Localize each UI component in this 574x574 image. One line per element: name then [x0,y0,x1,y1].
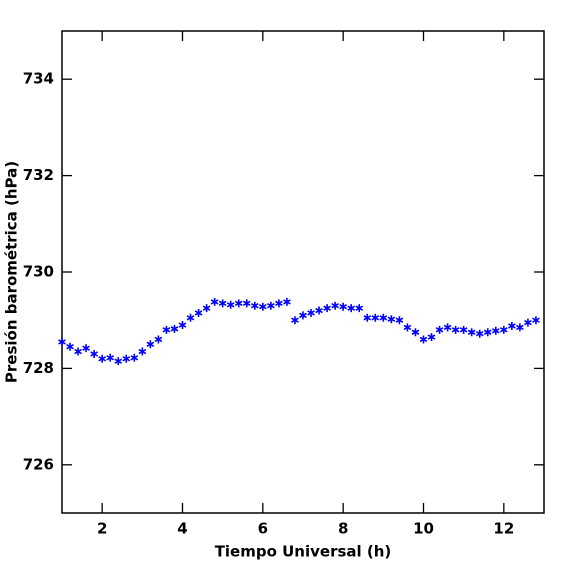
x-axis-label: Tiempo Universal (h) [215,543,392,561]
data-point [299,311,307,320]
data-point [331,301,339,310]
data-point [532,316,540,325]
data-point [323,304,331,313]
data-point [467,328,476,337]
data-point [218,299,227,308]
data-point [178,321,187,330]
data-point [315,306,323,315]
data-point [74,347,82,356]
y-tick-label: 726 [23,455,54,473]
data-point [242,299,251,308]
x-tick-label: 8 [338,520,348,538]
data-point [275,299,283,308]
data-point [114,357,123,366]
data-point [122,354,131,363]
data-point [435,325,444,334]
data-point [138,347,147,356]
data-point [516,323,524,332]
data-point [403,323,412,332]
x-tick-label: 2 [97,520,107,538]
data-point [387,315,396,324]
x-tick-label: 4 [177,520,187,538]
data-point [267,301,275,310]
data-point [90,349,98,358]
data-point [234,299,243,308]
x-tick-label: 6 [258,520,268,538]
data-point [58,337,66,346]
data-point [411,328,420,337]
data-point [427,333,436,342]
x-tick-label: 10 [413,520,434,538]
data-point [451,325,460,334]
data-point [459,325,468,334]
data-point [154,335,163,344]
data-point [291,316,299,325]
data-point [475,329,484,338]
data-point [483,328,492,337]
data-point [194,308,203,317]
data-point [307,308,315,317]
data-point [379,313,388,322]
data-point [339,302,348,311]
data-point [508,321,516,330]
data-point [491,326,500,335]
y-tick-label: 730 [23,263,54,281]
y-tick-label: 734 [23,70,54,88]
data-point [162,325,171,334]
data-point [82,344,90,353]
data-point [106,353,115,362]
data-point [170,324,179,333]
data-point [395,316,404,325]
data-point [524,318,532,327]
data-point [419,335,428,344]
data-point [146,340,155,349]
data-point [226,300,235,309]
data-point [130,353,139,362]
x-tick-label: 12 [493,520,514,538]
data-point [66,342,74,351]
data-point [202,304,211,313]
data-point [250,301,259,310]
data-point [363,313,372,322]
data-point [355,304,364,313]
plot-frame [61,30,545,514]
y-axis-label: Presión barométrica (hPa) [3,161,21,383]
data-point [98,354,107,363]
y-tick-label: 732 [23,166,54,184]
y-tick-label: 728 [23,359,54,377]
data-point [443,323,452,332]
data-point [347,304,356,313]
data-point [371,313,380,322]
data-point [499,325,508,334]
data-point [283,297,291,306]
data-point [186,313,195,322]
data-point [258,302,267,311]
data-point [210,297,219,306]
